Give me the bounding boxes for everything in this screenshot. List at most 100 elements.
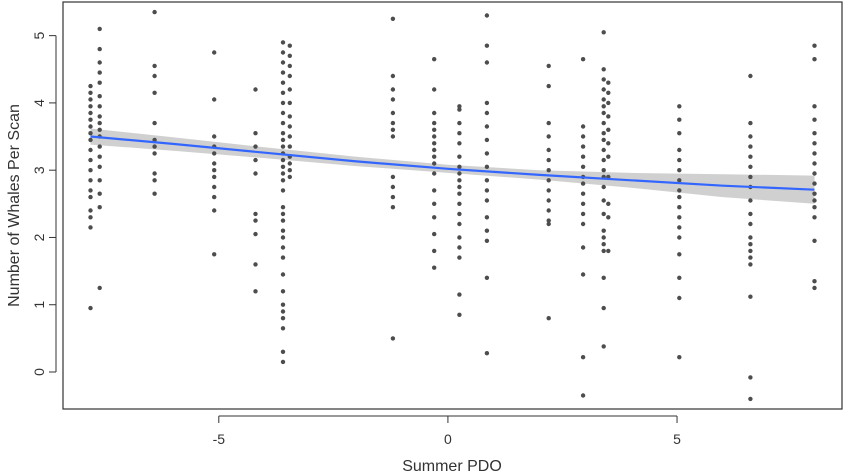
data-point xyxy=(484,137,490,143)
data-point xyxy=(253,211,258,217)
data-point xyxy=(280,40,286,45)
data-point xyxy=(606,90,611,96)
data-point xyxy=(88,90,93,96)
data-point xyxy=(253,262,258,267)
data-point xyxy=(212,184,217,190)
data-point xyxy=(677,275,682,280)
data-point xyxy=(253,157,258,163)
data-point xyxy=(812,215,817,220)
data-point xyxy=(580,181,586,186)
data-point xyxy=(606,127,611,132)
data-point xyxy=(212,252,217,257)
x-axis-title: Summer PDO xyxy=(402,458,502,475)
data-point xyxy=(88,188,93,193)
data-point xyxy=(212,194,217,200)
data-point xyxy=(580,272,586,277)
data-point xyxy=(287,161,292,166)
data-point xyxy=(606,80,611,85)
data-point xyxy=(677,157,682,163)
data-point xyxy=(580,221,586,227)
data-point xyxy=(601,67,606,72)
data-point xyxy=(432,161,437,166)
data-point xyxy=(280,157,286,163)
data-point xyxy=(280,349,286,354)
y-tick-label: 3 xyxy=(31,166,47,174)
data-point xyxy=(546,157,551,163)
data-point xyxy=(287,168,292,173)
data-point xyxy=(601,157,606,163)
data-point xyxy=(812,131,817,136)
data-point xyxy=(390,336,396,341)
data-point xyxy=(97,104,102,109)
data-point xyxy=(677,117,682,122)
data-point xyxy=(580,355,586,360)
fit-line-layer xyxy=(90,135,815,191)
data-point xyxy=(253,231,258,237)
data-point xyxy=(280,131,286,136)
fit-line xyxy=(90,135,815,191)
data-point xyxy=(280,211,286,217)
data-point xyxy=(88,131,93,136)
data-point xyxy=(88,117,93,122)
data-point xyxy=(97,70,102,75)
data-point xyxy=(88,110,93,116)
y-tick-label: 5 xyxy=(31,32,47,40)
data-point xyxy=(432,57,437,62)
data-point xyxy=(580,134,586,139)
data-point xyxy=(748,235,753,240)
data-point xyxy=(152,9,157,15)
data-point xyxy=(390,134,396,139)
x-tick-label: 5 xyxy=(673,431,681,447)
data-point xyxy=(88,147,93,153)
data-point xyxy=(457,292,462,297)
data-point xyxy=(280,70,286,75)
data-point xyxy=(812,151,817,156)
data-point xyxy=(580,201,586,206)
data-point xyxy=(546,208,551,213)
data-point xyxy=(390,174,396,180)
data-point xyxy=(546,178,551,183)
data-point xyxy=(88,83,93,89)
data-point xyxy=(601,30,606,35)
data-point xyxy=(546,218,551,223)
data-point xyxy=(601,275,606,280)
data-point xyxy=(484,275,490,280)
data-point xyxy=(280,90,286,96)
data-point xyxy=(580,144,586,149)
data-point xyxy=(484,351,490,356)
data-point xyxy=(546,188,551,193)
data-point xyxy=(457,178,462,183)
data-point xyxy=(88,137,93,143)
data-point xyxy=(546,316,551,321)
data-point xyxy=(677,225,682,230)
data-point xyxy=(152,144,157,149)
data-point xyxy=(748,248,753,254)
data-point xyxy=(212,134,217,139)
data-point xyxy=(287,124,292,129)
plot-frame xyxy=(62,1,843,410)
data-point xyxy=(212,208,217,213)
data-point xyxy=(601,87,606,92)
data-point xyxy=(601,137,606,143)
data-point xyxy=(677,131,682,136)
data-point xyxy=(280,289,286,294)
data-point xyxy=(390,205,396,210)
data-point xyxy=(484,238,490,243)
data-point xyxy=(484,198,490,203)
data-point xyxy=(212,168,217,173)
data-point xyxy=(97,205,102,210)
data-point xyxy=(748,154,753,159)
data-point xyxy=(677,194,682,200)
data-point xyxy=(580,154,586,159)
y-tick-label: 2 xyxy=(31,233,47,241)
data-point xyxy=(390,184,396,190)
data-point xyxy=(432,231,437,237)
data-point xyxy=(748,164,753,169)
data-point xyxy=(677,104,682,109)
data-point xyxy=(457,191,462,196)
data-point xyxy=(432,201,437,206)
data-point xyxy=(457,164,462,169)
data-point xyxy=(88,215,93,220)
data-point xyxy=(390,73,396,79)
